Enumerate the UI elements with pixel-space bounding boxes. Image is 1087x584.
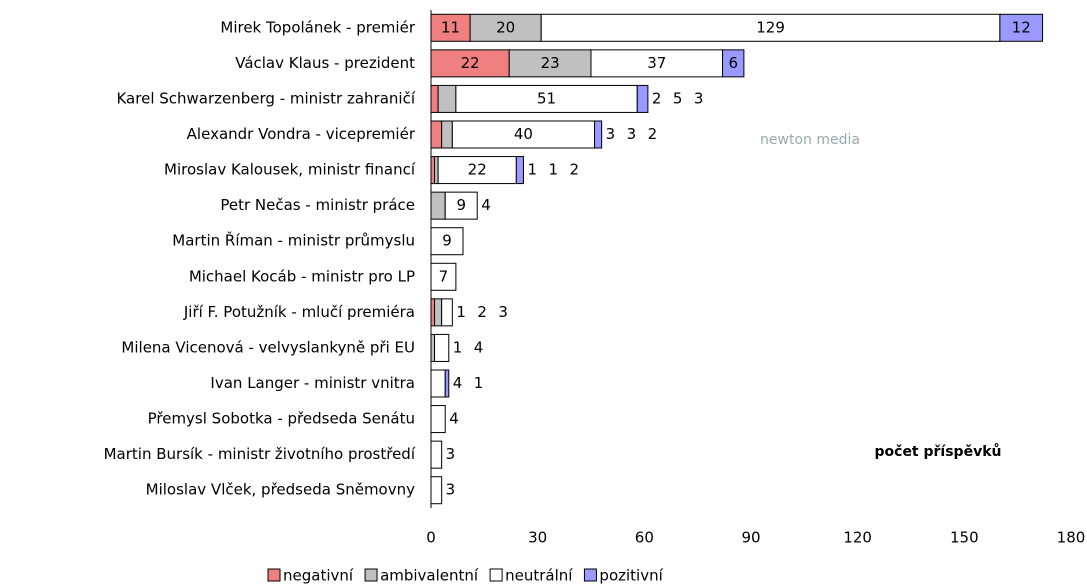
- value-label: 4: [449, 410, 459, 428]
- value-label: 3: [446, 481, 456, 499]
- value-label: 6: [728, 54, 738, 72]
- bar-segment: [430, 440, 443, 469]
- legend-swatch: [364, 568, 378, 582]
- value-label: 9: [456, 196, 466, 214]
- bar-segment: [430, 84, 439, 113]
- value-label: 40: [514, 125, 533, 143]
- value-label: 129: [756, 18, 785, 36]
- value-label: 2: [569, 161, 579, 179]
- annotation: počet příspěvků: [875, 443, 1002, 460]
- value-label: 7: [439, 267, 449, 285]
- legend-swatch: [583, 568, 597, 582]
- bar-segment: [590, 49, 724, 78]
- value-label: 4: [481, 196, 491, 214]
- bar-segment: [441, 120, 453, 149]
- value-label: 3: [498, 303, 508, 321]
- bar-segment: [434, 298, 443, 327]
- category-label: Alexandr Vondra - vicepremiér: [187, 125, 416, 143]
- legend-label: neutrální: [505, 567, 573, 584]
- x-tick-label: 120: [843, 529, 872, 547]
- value-label: 2: [648, 125, 658, 143]
- value-label: 1: [456, 303, 466, 321]
- category-label: Petr Nečas - ministr práce: [220, 196, 415, 214]
- watermark: newton media: [760, 132, 860, 148]
- legend-swatch: [267, 568, 281, 582]
- x-tick-label: 60: [635, 529, 654, 547]
- value-label: 2: [652, 89, 662, 107]
- x-tick-label: 180: [1057, 529, 1086, 547]
- value-label: 20: [496, 18, 515, 36]
- category-label: Jiří F. Potužník - mlučí premiéra: [183, 303, 415, 321]
- bar-segment: [444, 369, 450, 398]
- bar-segment: [430, 262, 457, 291]
- bar-segment: [469, 13, 542, 42]
- value-label: 22: [468, 161, 487, 179]
- x-tick-label: 0: [426, 529, 436, 547]
- bar-segment: [515, 156, 524, 185]
- value-label: 1: [474, 374, 484, 392]
- x-tick-label: 90: [741, 529, 760, 547]
- bar-segment: [430, 476, 443, 505]
- value-label: 3: [694, 89, 704, 107]
- x-tick-label: 30: [528, 529, 547, 547]
- value-label: 22: [461, 54, 480, 72]
- category-label: Karel Schwarzenberg - ministr zahraničí: [116, 89, 415, 107]
- bar-segment: [444, 191, 478, 220]
- value-label: 3: [627, 125, 637, 143]
- legend-label: negativní: [283, 567, 354, 584]
- value-label: 1: [453, 338, 463, 356]
- value-label: 4: [453, 374, 463, 392]
- legend-label: ambivalentní: [380, 567, 479, 584]
- bar-segment: [441, 298, 453, 327]
- bar-segment: [430, 298, 436, 327]
- value-label: 9: [442, 232, 452, 250]
- category-label: Mirek Topolánek - premiér: [220, 18, 415, 36]
- category-label: Ivan Langer - ministr vnitra: [210, 374, 415, 392]
- bar-segment: [636, 84, 649, 113]
- value-label: 2: [477, 303, 487, 321]
- bar-segment: [508, 49, 592, 78]
- legend-label: pozitivní: [599, 567, 663, 584]
- bar-segment: [434, 156, 439, 185]
- bar-segment: [430, 13, 471, 42]
- category-label: Václav Klaus - prezident: [235, 54, 415, 72]
- category-label: Miroslav Kalousek, ministr financí: [164, 161, 416, 179]
- bar-segment: [430, 156, 436, 185]
- category-label: Martin Bursík - ministr životního prostř…: [104, 445, 416, 463]
- value-label: 3: [606, 125, 616, 143]
- x-tick-label: 150: [950, 529, 979, 547]
- category-label: Miloslav Vlček, předseda Sněmovny: [146, 481, 415, 499]
- category-label: Michael Kocáb - ministr pro LP: [189, 267, 415, 285]
- bar-segment: [594, 120, 603, 149]
- bar-segment: [430, 120, 443, 149]
- category-label: Milena Vicenová - velvyslankyně při EU: [121, 338, 415, 356]
- bar-segment: [430, 369, 446, 398]
- bar-segment: [430, 227, 464, 256]
- category-label: Martin Říman - ministr průmyslu: [172, 231, 415, 250]
- bar-segment: [430, 405, 446, 434]
- value-label: 3: [446, 445, 456, 463]
- value-label: 23: [541, 54, 560, 72]
- value-label: 1: [548, 161, 558, 179]
- value-label: 4: [474, 338, 484, 356]
- value-label: 37: [647, 54, 666, 72]
- category-label: Přemysl Sobotka - předseda Senátu: [148, 410, 415, 428]
- value-label: 51: [537, 89, 556, 107]
- bar-segment: [437, 84, 457, 113]
- value-label: 11: [441, 18, 460, 36]
- value-label: 5: [673, 89, 683, 107]
- bar-segment: [430, 191, 446, 220]
- value-label: 12: [1012, 18, 1031, 36]
- bar-segment: [430, 333, 436, 362]
- bar-segment: [722, 49, 745, 78]
- legend-swatch: [489, 568, 503, 582]
- bar-segment: [434, 333, 450, 362]
- bar-segment: [451, 120, 596, 149]
- value-label: 1: [527, 161, 537, 179]
- bar-segment: [999, 13, 1044, 42]
